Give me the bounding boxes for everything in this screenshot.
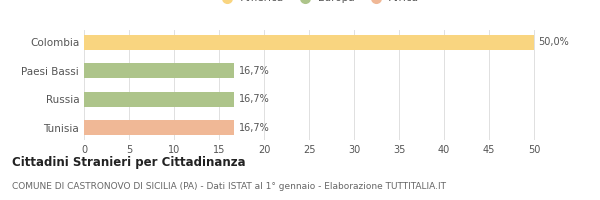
Bar bbox=[84, 63, 235, 78]
Text: Cittadini Stranieri per Cittadinanza: Cittadini Stranieri per Cittadinanza bbox=[12, 156, 245, 169]
Text: COMUNE DI CASTRONOVO DI SICILIA (PA) - Dati ISTAT al 1° gennaio - Elaborazione T: COMUNE DI CASTRONOVO DI SICILIA (PA) - D… bbox=[12, 182, 446, 191]
Text: 16,7%: 16,7% bbox=[239, 94, 269, 104]
Legend: America, Europa, Africa: America, Europa, Africa bbox=[212, 0, 424, 7]
Bar bbox=[84, 35, 534, 50]
Text: 16,7%: 16,7% bbox=[239, 66, 269, 76]
Text: 50,0%: 50,0% bbox=[539, 37, 569, 47]
Text: 16,7%: 16,7% bbox=[239, 123, 269, 133]
Bar bbox=[84, 92, 235, 107]
Bar bbox=[84, 120, 235, 135]
